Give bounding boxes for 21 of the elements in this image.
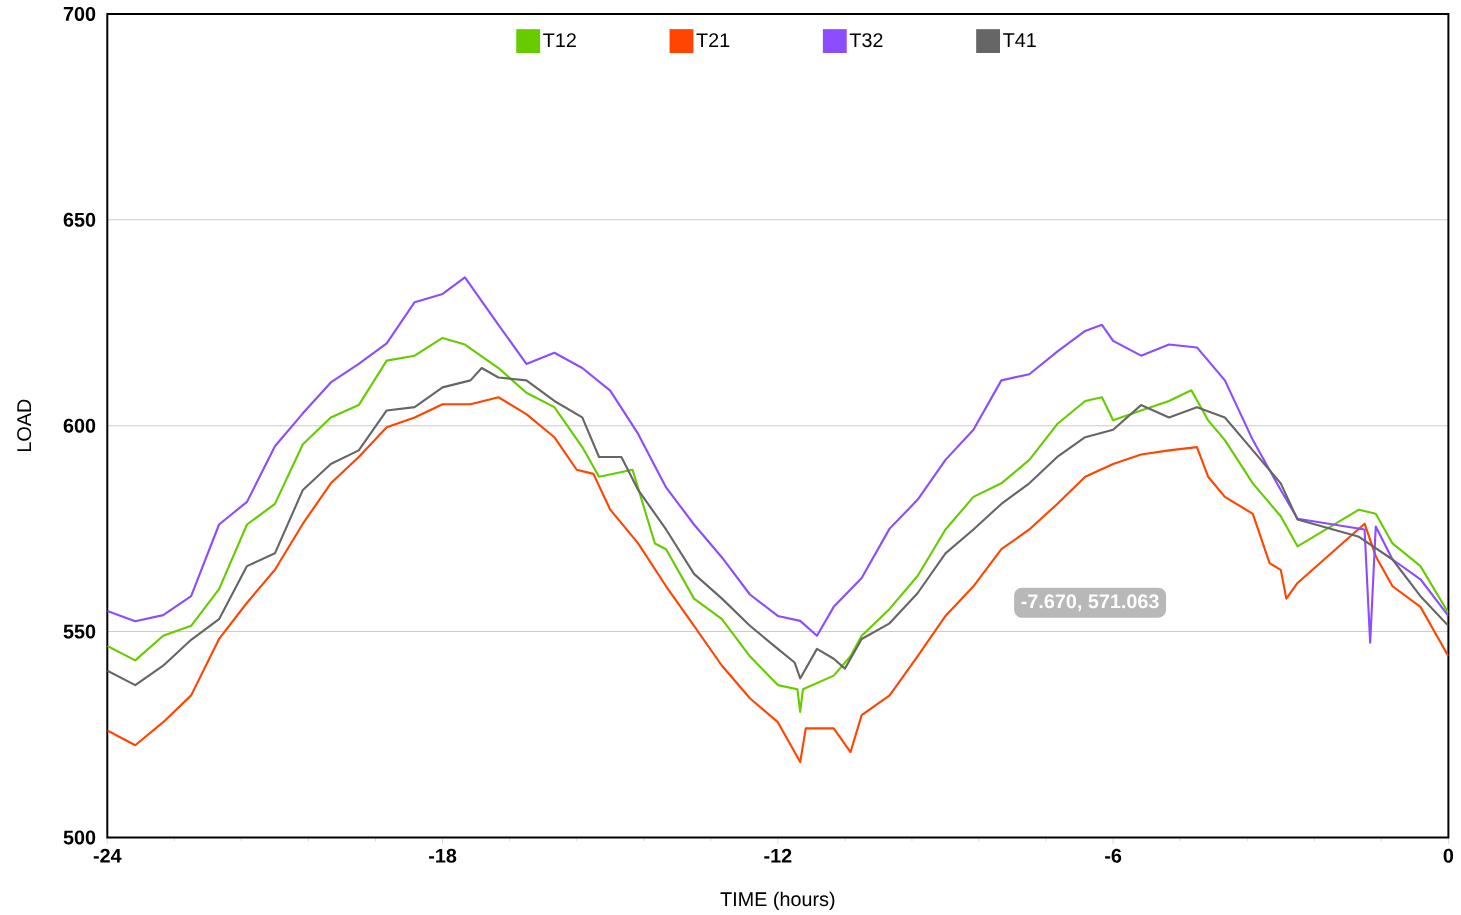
y-tick-label: 600	[63, 418, 96, 433]
y-axis-title: LOAD	[17, 399, 32, 452]
legend-label: T12	[543, 33, 576, 48]
x-tick-label: -6	[1105, 848, 1122, 863]
legend-label: T32	[849, 33, 883, 48]
line-series	[107, 367, 1449, 687]
x-tick-label: -24	[93, 848, 122, 863]
x-tick-label: 0	[1443, 848, 1454, 863]
y-tick-label: 500	[63, 830, 96, 845]
x-tick-label: -12	[764, 848, 792, 863]
line-series	[107, 396, 1449, 764]
x-axis-title: TIME (hours)	[720, 891, 835, 911]
legend-label: T41	[1003, 33, 1036, 47]
y-tick-label: 700	[63, 6, 96, 21]
y-tick-label: 650	[63, 212, 96, 227]
line-series	[107, 276, 1449, 644]
y-tick-label: 550	[63, 624, 96, 639]
line-series	[107, 336, 1449, 713]
legend-label: T21	[696, 33, 730, 48]
x-tick-label: -18	[429, 848, 457, 863]
annotation: -7.670, 571.063	[1021, 594, 1159, 612]
